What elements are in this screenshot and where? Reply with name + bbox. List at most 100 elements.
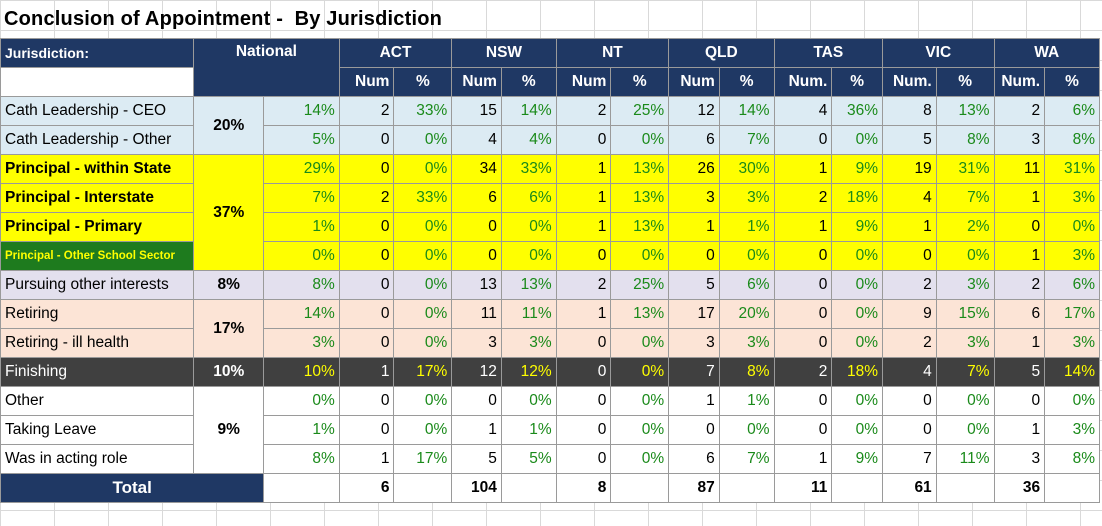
- wa-pct-cell: 3%: [1044, 328, 1100, 358]
- vic-num-cell: 8: [881, 96, 937, 126]
- nt-num-cell: 1: [555, 212, 612, 242]
- qld-pct-cell: 30%: [718, 154, 775, 184]
- row-label: Pursuing other interests: [0, 270, 195, 300]
- vic-pct-cell: 15%: [935, 299, 995, 329]
- nsw-num-cell: 5: [451, 444, 502, 474]
- wa-pct-cell: 3%: [1044, 241, 1100, 271]
- tas-pct-cell: 36%: [831, 96, 883, 126]
- act-pct-cell: 33%: [393, 183, 453, 213]
- wa-num-cell: 2: [993, 270, 1046, 300]
- nt-num-cell: 0: [555, 386, 612, 416]
- nt-pct-cell: 0%: [610, 386, 670, 416]
- jurisdiction-tas-header: TAS: [773, 38, 883, 68]
- nsw-num-cell: 0: [451, 241, 502, 271]
- national-pct-cell: 29%: [263, 154, 340, 184]
- national-pct-cell: 0%: [263, 241, 340, 271]
- wa-num-cell: 5: [993, 357, 1046, 387]
- jurisdiction-act-header: ACT: [338, 38, 453, 68]
- national-header: National: [193, 38, 340, 97]
- nsw-pct-cell: 0%: [500, 241, 557, 271]
- act-total-cell: 6: [338, 473, 395, 503]
- wa-num-cell: 1: [993, 415, 1046, 445]
- nt-pct-cell: 0%: [610, 125, 670, 155]
- act-pct-cell: 0%: [393, 415, 453, 445]
- tas-pct-cell: 0%: [831, 125, 883, 155]
- nsw-pct-cell: 0%: [500, 212, 557, 242]
- table-row: Principal - within State 37% 29% 0 0% 34 33% 1 1…: [0, 154, 1100, 271]
- row-label: Principal - within State: [0, 154, 195, 184]
- act-num-cell: 1: [338, 444, 395, 474]
- qld-num-cell: 5: [668, 270, 720, 300]
- qld-pct-cell: 1%: [718, 386, 775, 416]
- num-header: Num: [668, 67, 720, 97]
- row-label: Finishing: [0, 357, 195, 387]
- qld-total-cell: 87: [668, 473, 720, 503]
- nsw-pct-cell: 6%: [500, 183, 557, 213]
- wa-pct-cell: 14%: [1044, 357, 1100, 387]
- vic-num-cell: 19: [881, 154, 937, 184]
- national-pct-cell: 1%: [263, 415, 340, 445]
- qld-pct-cell: 7%: [718, 444, 775, 474]
- wa-pct-cell: 0%: [1044, 212, 1100, 242]
- pct-header: %: [1044, 67, 1100, 97]
- row-label: Was in acting role: [0, 444, 195, 474]
- pct-header: %: [393, 67, 453, 97]
- qld-num-cell: 17: [668, 299, 720, 329]
- empty-cell: [831, 473, 883, 503]
- nsw-pct-cell: 0%: [500, 386, 557, 416]
- wa-num-cell: 6: [993, 299, 1046, 329]
- tas-pct-cell: 0%: [831, 386, 883, 416]
- national-pct-cell: 7%: [263, 183, 340, 213]
- tas-num-cell: 1: [773, 212, 833, 242]
- wa-pct-cell: 3%: [1044, 415, 1100, 445]
- tas-num-cell: 0: [773, 415, 833, 445]
- nt-pct-cell: 0%: [610, 444, 670, 474]
- act-pct-cell: 0%: [393, 328, 453, 358]
- wa-pct-cell: 6%: [1044, 270, 1100, 300]
- national-pct-cell: 1%: [263, 212, 340, 242]
- nt-num-cell: 0: [555, 415, 612, 445]
- nt-num-cell: 0: [555, 444, 612, 474]
- nsw-num-cell: 13: [451, 270, 502, 300]
- table-row: Was in acting role 8% 1 17% 5 5% 0 0% 6 7% 1 9% 7 11%…: [0, 444, 1100, 474]
- act-pct-cell: 0%: [393, 125, 453, 155]
- total-row: Total 6 104 8 87 11 61 36: [0, 473, 1100, 503]
- wa-pct-cell: 0%: [1044, 386, 1100, 416]
- tas-num-cell: 0: [773, 299, 833, 329]
- nsw-num-cell: 3: [451, 328, 502, 358]
- act-num-cell: 2: [338, 96, 395, 126]
- act-pct-cell: 17%: [393, 357, 453, 387]
- wa-num-cell: 0: [993, 386, 1046, 416]
- national-pct-cell: 5%: [263, 125, 340, 155]
- table-row: Cath Leadership - CEO 20% 14% 2 33% 15 14% 2 25%…: [0, 96, 1100, 155]
- act-pct-cell: 0%: [393, 241, 453, 271]
- tas-pct-cell: 18%: [831, 357, 883, 387]
- table-row: Finishing 10% 10% 1 17% 12 12% 0 0% 7 8% 2 18% 4 7% 5 14…: [0, 357, 1100, 387]
- national-pct-cell: 8%: [263, 444, 340, 474]
- wa-num-cell: 2: [993, 96, 1046, 126]
- qld-pct-cell: 0%: [718, 415, 775, 445]
- table-row: Taking Leave 1% 0 0% 1 1% 0 0% 0 0% 0 0% 0 0% 1 3%: [0, 415, 1100, 445]
- num-header: Num.: [993, 67, 1046, 97]
- vic-total-cell: 61: [881, 473, 937, 503]
- nt-pct-cell: 0%: [610, 357, 670, 387]
- table-row: Retiring 17% 14% 0 0% 11 11% 1 13% 17 20% 0 0% 9 15% 6 1…: [0, 299, 1100, 358]
- nt-num-cell: 1: [555, 299, 612, 329]
- total-label: Total: [0, 473, 265, 503]
- nt-pct-cell: 13%: [610, 183, 670, 213]
- tas-num-cell: 2: [773, 357, 833, 387]
- nsw-pct-cell: 14%: [500, 96, 557, 126]
- jurisdiction-header: Jurisdiction:: [0, 38, 195, 68]
- qld-pct-cell: 6%: [718, 270, 775, 300]
- national-pct-cell: 14%: [263, 96, 340, 126]
- row-label: Principal - Other School Sector: [0, 241, 195, 271]
- vic-pct-cell: 7%: [935, 183, 995, 213]
- nt-num-cell: 2: [555, 96, 612, 126]
- pct-header: %: [935, 67, 995, 97]
- qld-pct-cell: 3%: [718, 328, 775, 358]
- header-row: Jurisdiction: National ACT NSW NT QLD TA…: [0, 38, 1101, 97]
- nt-pct-cell: 13%: [610, 212, 670, 242]
- qld-pct-cell: 20%: [718, 299, 775, 329]
- vic-pct-cell: 0%: [935, 386, 995, 416]
- nsw-pct-cell: 12%: [500, 357, 557, 387]
